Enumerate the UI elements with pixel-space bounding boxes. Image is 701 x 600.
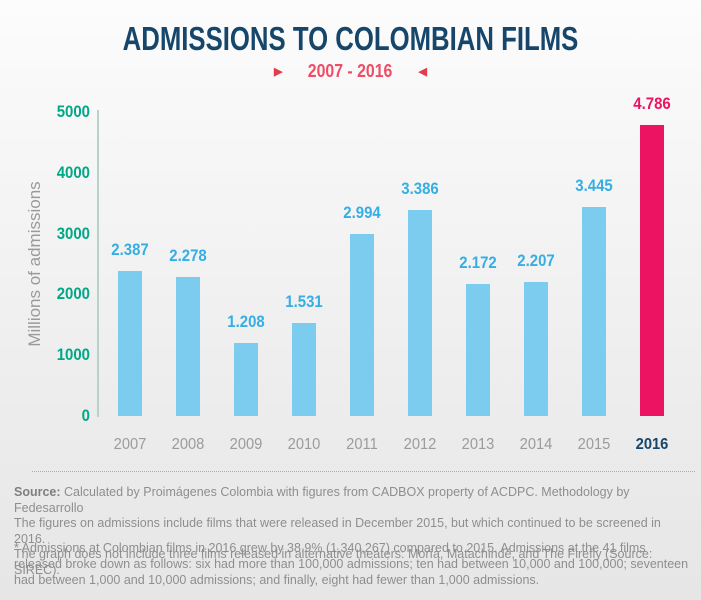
x-tick-label: 2007 bbox=[113, 436, 147, 453]
bar-2012 bbox=[408, 210, 432, 416]
y-axis-title: Millions of admissions bbox=[25, 181, 44, 347]
bar-value-label: 3.386 bbox=[401, 179, 439, 198]
subtitle: ▶ 2007 - 2016 ◀ bbox=[0, 61, 701, 82]
source-text: Source: Calculated by Proimágenes Colomb… bbox=[14, 485, 691, 578]
bar-2009 bbox=[234, 343, 258, 416]
bar-2013 bbox=[466, 284, 490, 416]
y-axis-line bbox=[97, 110, 99, 417]
y-tick-label: 0 bbox=[81, 406, 90, 425]
page-title: ADMISSIONS TO COLOMBIAN FILMS bbox=[122, 20, 579, 57]
y-tick-label: 3000 bbox=[56, 223, 90, 243]
bar-value-label: 2.207 bbox=[517, 251, 555, 270]
bar-value-label: 2.387 bbox=[111, 240, 149, 259]
x-tick-label: 2013 bbox=[461, 436, 495, 453]
x-tick-label: 2008 bbox=[171, 436, 205, 453]
left-triangle-icon: ▶ bbox=[273, 66, 283, 78]
x-tick-label: 2014 bbox=[519, 436, 553, 453]
bar-2007 bbox=[118, 271, 142, 416]
bar-2014 bbox=[524, 282, 548, 416]
x-tick-label: 2010 bbox=[287, 436, 321, 453]
dotted-divider bbox=[32, 471, 695, 472]
bar-value-label: 2.278 bbox=[169, 246, 207, 265]
source-label: Source: bbox=[14, 485, 61, 499]
source-line2: The figures on admissions include films … bbox=[14, 516, 661, 546]
bar-value-label: 4.786 bbox=[633, 94, 671, 113]
bar-value-label: 2.172 bbox=[459, 253, 497, 272]
bar-value-label: 3.445 bbox=[575, 176, 613, 195]
x-tick-label: 2011 bbox=[346, 436, 378, 453]
bar-value-label: 1.531 bbox=[285, 292, 323, 311]
y-tick-label: 1000 bbox=[56, 345, 90, 365]
y-tick-label: 4000 bbox=[56, 162, 90, 182]
right-triangle-icon: ◀ bbox=[418, 66, 428, 78]
footnote-text: * Admissions at Colombian films in 2016 … bbox=[14, 541, 689, 587]
x-tick-label: 2009 bbox=[229, 436, 263, 453]
y-tick-label: 2000 bbox=[56, 284, 90, 304]
bar-2016 bbox=[640, 125, 664, 416]
source-line1: Calculated by Proimágenes Colombia with … bbox=[14, 485, 630, 515]
bar-2008 bbox=[176, 277, 200, 416]
bar-2010 bbox=[292, 323, 316, 416]
bar-2015 bbox=[582, 207, 606, 416]
bar-value-label: 1.208 bbox=[227, 312, 265, 331]
x-tick-label: 2015 bbox=[577, 436, 611, 453]
x-tick-label: 2012 bbox=[403, 436, 437, 453]
bar-2011 bbox=[350, 234, 374, 416]
bar-value-label: 2.994 bbox=[343, 203, 381, 222]
y-tick-label: 5000 bbox=[56, 102, 90, 121]
x-tick-label: 2016 bbox=[635, 436, 669, 453]
source-line3: The graph does not include three films r… bbox=[14, 547, 653, 577]
subtitle-years: 2007 - 2016 bbox=[308, 61, 393, 81]
